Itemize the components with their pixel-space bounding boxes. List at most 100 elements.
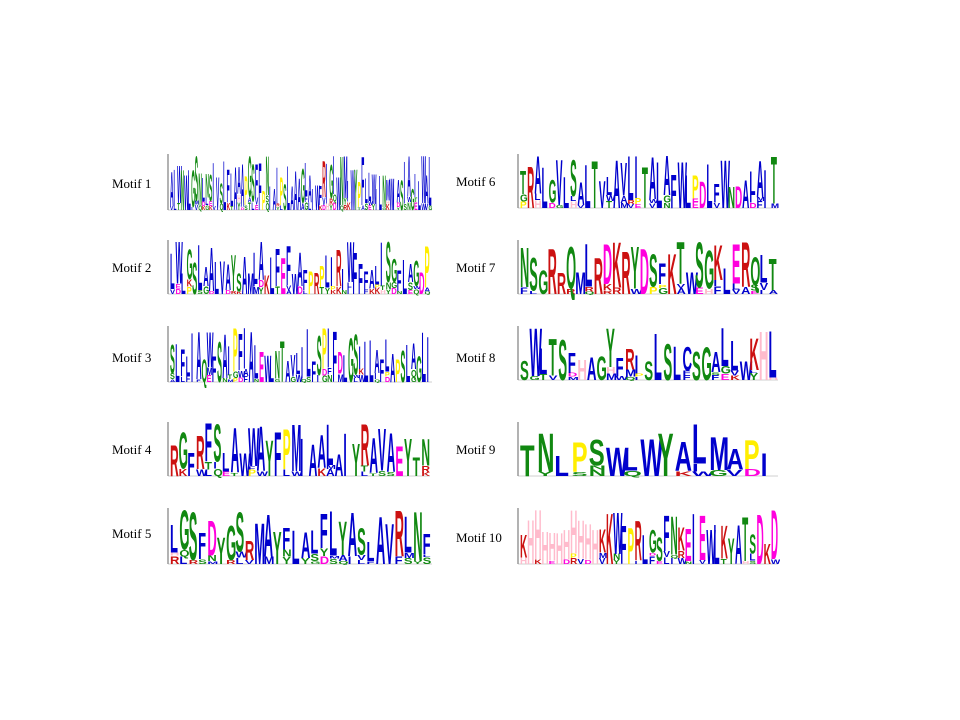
logo-letter: A	[231, 418, 240, 482]
logo-letter: S	[244, 205, 247, 212]
logo-letter: E	[255, 204, 258, 212]
logo-letter: A	[259, 236, 265, 292]
logo-letter: I	[347, 285, 349, 296]
logo-letter: F	[714, 284, 722, 297]
logo-letter: A	[757, 150, 764, 208]
logo-letter: I	[671, 557, 674, 566]
logo-letter: R	[527, 155, 534, 214]
logo-letter: N	[520, 236, 529, 299]
logo-letter: L	[606, 173, 612, 202]
logo-letter: N	[589, 468, 606, 478]
logo-letter: E	[656, 560, 663, 565]
logo-letter: D	[225, 290, 231, 296]
logo-letter: V	[730, 370, 739, 378]
logo-letter: T	[248, 200, 251, 213]
logo-letter: M	[195, 201, 199, 207]
logo-letter: P	[658, 284, 667, 290]
logo-letter: L	[179, 554, 187, 567]
logo-letter: Y	[606, 322, 615, 379]
logo-letter: Y	[372, 204, 376, 212]
logo-letter: W	[421, 150, 426, 216]
logo-letter: F	[186, 374, 190, 384]
logo-letter: N	[275, 344, 280, 388]
logo-letter: Q	[220, 203, 224, 213]
logo-letter: V	[714, 201, 721, 210]
logo-letter: F	[259, 150, 262, 216]
logo-letter: V	[255, 196, 259, 207]
logo-letter: H	[534, 504, 541, 570]
logo-letter: L	[280, 205, 283, 212]
logo-letter: W	[413, 286, 420, 291]
logo-letter: W	[606, 194, 616, 203]
logo-letter: G	[649, 524, 657, 561]
logo-letter: I	[761, 447, 768, 482]
logo-letter: Q	[566, 236, 576, 300]
logo-letter: S	[656, 531, 663, 569]
logo-letter: Y	[343, 196, 346, 207]
logo-letter: L	[749, 370, 757, 374]
logo-letter: F	[311, 355, 315, 388]
logo-letter: I	[760, 289, 764, 295]
logo-letter: D	[207, 510, 216, 566]
logo-letter: A	[677, 287, 686, 296]
logo-letter: Q	[201, 353, 207, 388]
logo-letter: E	[695, 287, 704, 297]
logo-letter: C	[682, 339, 692, 379]
logo-letter: V	[577, 557, 584, 565]
logo-letter: I	[414, 169, 415, 205]
logo-letter: S	[572, 471, 588, 478]
logo-letter: G	[329, 156, 333, 209]
logo-letter: M	[709, 427, 729, 480]
logo-letter: L	[642, 527, 648, 570]
logo-letter: R	[421, 465, 430, 475]
logo-letter: K	[319, 205, 323, 212]
logo-letter: I	[327, 322, 329, 380]
logo-letter: V	[286, 286, 292, 292]
logo-letter: S	[213, 418, 221, 474]
logo-letter: L	[283, 468, 291, 478]
logo-letter: S	[404, 557, 413, 566]
logo-letter: F	[397, 263, 402, 297]
logo-letter: G	[191, 159, 195, 216]
logo-letter: E	[750, 290, 759, 295]
logo-letter: T	[231, 472, 239, 477]
logo-letter: R	[603, 290, 612, 295]
logo-letter: W	[207, 322, 214, 378]
logo-letter: A	[317, 427, 326, 479]
logo-letter: M	[253, 285, 259, 296]
logo-letter: R	[635, 509, 642, 570]
logo-letter: M	[207, 561, 218, 565]
logo-letter: G	[596, 348, 606, 386]
logo-letter: Q	[266, 201, 270, 213]
logo-letter: T	[721, 557, 728, 565]
logo-letter: D	[322, 204, 326, 212]
logo-letter: I	[714, 279, 718, 288]
logo-letter: R	[322, 151, 326, 209]
logo-letter: A	[387, 421, 396, 482]
logo-letter: W	[530, 322, 543, 386]
logo-letter: L	[310, 524, 318, 561]
logo-letter: A	[286, 290, 292, 296]
logo-letter: W	[686, 267, 698, 300]
logo-letter: I	[317, 373, 319, 384]
logo-letter: S	[251, 154, 254, 215]
logo-letter: Y	[354, 158, 357, 216]
logo-letter: H	[570, 504, 577, 567]
logo-letter: N	[413, 504, 422, 570]
logo-letter: N	[341, 290, 347, 296]
logo-letter: G	[187, 241, 193, 288]
logo-letter: A	[742, 174, 749, 214]
logo-letter: V	[195, 204, 199, 212]
logo-letter: H	[704, 287, 713, 296]
logo-letter: A	[264, 504, 273, 570]
logo-letter: V	[677, 284, 686, 290]
logo-letter: S	[357, 520, 366, 563]
logo-letter: A	[407, 150, 411, 209]
logo-letter: G	[233, 369, 239, 380]
motif-7-label: Motif 7	[456, 260, 496, 275]
logo-letter: S	[170, 372, 175, 382]
logo-letter: A	[348, 504, 357, 570]
logo-letter: F	[227, 162, 230, 214]
logo-letter: F	[714, 180, 720, 209]
